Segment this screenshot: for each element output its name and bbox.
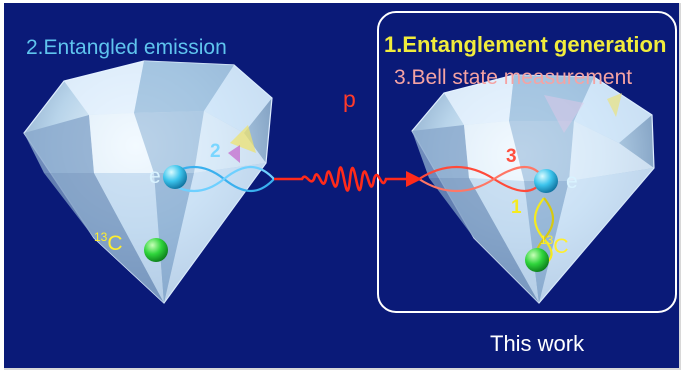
carbon13-left-symbol: C xyxy=(107,232,123,255)
electron-left xyxy=(163,165,187,189)
photon-wave-packet xyxy=(274,166,422,192)
entanglement-generation-label: 1.Entanglement generation xyxy=(384,32,667,57)
this-work-frame xyxy=(377,11,677,313)
this-work-label: This work xyxy=(490,331,585,356)
bell-state-measurement-label: 3.Bell state measurement xyxy=(394,66,633,89)
bell-measurement-wave xyxy=(418,165,545,193)
carbon13-left xyxy=(144,238,168,262)
carbon13-right-symbol: C xyxy=(553,235,569,258)
step-1-label: 1 xyxy=(511,197,522,218)
step-3-label: 3 xyxy=(506,146,517,167)
electron-right-label: e xyxy=(566,170,578,193)
carbon13-right xyxy=(525,248,549,272)
electron-left-label: e xyxy=(149,165,161,188)
photon-label: p xyxy=(343,86,356,112)
carbon13-left-mass: 13 xyxy=(94,230,108,244)
entangled-emission-label: 2.Entangled emission xyxy=(26,36,227,59)
carbon13-left-label: 13C xyxy=(94,230,123,255)
carbon13-right-label: 13C xyxy=(540,233,569,258)
left-diamond xyxy=(23,60,273,304)
diagram-canvas: 2.Entangled emission 1.Entanglement gene… xyxy=(4,3,681,370)
step-2-label: 2 xyxy=(210,141,221,162)
electron-right xyxy=(534,169,558,193)
carbon13-right-mass: 13 xyxy=(540,233,554,247)
diagram-graphics xyxy=(23,11,677,313)
